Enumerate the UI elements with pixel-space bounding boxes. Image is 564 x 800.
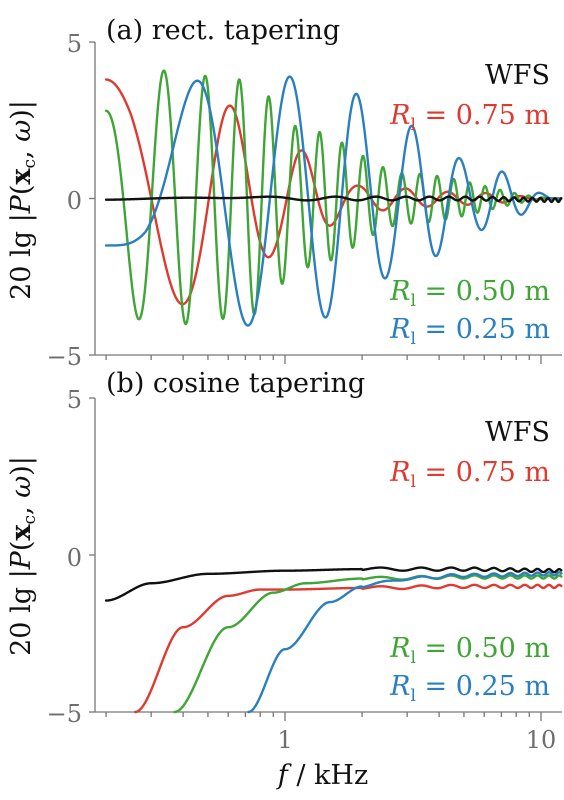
ytick-label-a-5: 5 <box>67 30 82 58</box>
series-line-b-2 <box>173 574 563 714</box>
ylabel-a: 20 lg |P(xc, ω)| <box>6 100 40 300</box>
series-line-a-2 <box>104 69 563 326</box>
label-a-r075: Rl = 0.75 m <box>389 100 550 135</box>
ytick-label-b-neg5: −5 <box>47 700 82 728</box>
ytick-label-b-5: 5 <box>67 386 82 414</box>
ytick-label-a-0: 0 <box>67 187 82 215</box>
series-line-a-3 <box>104 75 563 327</box>
label-b-wfs: WFS <box>485 417 550 448</box>
ylabel-b: 20 lg |P(xc, ω)| <box>6 456 40 656</box>
ytick-label-b-0: 0 <box>67 544 82 572</box>
ticks-a <box>89 41 542 364</box>
xtick-label-1: 1 <box>277 726 292 754</box>
xtick-label-10: 10 <box>526 726 557 754</box>
ticks-b <box>89 397 542 721</box>
curves-a <box>104 69 563 327</box>
panel-a-title: (a) rect. tapering <box>106 15 340 46</box>
panel-a: (a) rect. tapering 5 0 −5 WFS Rl = 0.75 … <box>6 15 563 371</box>
label-a-r025: Rl = 0.25 m <box>389 314 550 349</box>
label-b-r050: Rl = 0.50 m <box>389 633 550 668</box>
ytick-label-a-neg5: −5 <box>47 343 82 371</box>
xlabel: f / kHz <box>276 760 368 791</box>
series-line-a-0 <box>104 195 563 204</box>
series-line-b-0 <box>104 566 563 602</box>
label-a-r050: Rl = 0.50 m <box>389 276 550 311</box>
label-a-wfs: WFS <box>485 60 550 91</box>
series-line-b-3 <box>247 571 563 714</box>
label-b-r075: Rl = 0.75 m <box>389 457 550 492</box>
label-b-r025: Rl = 0.25 m <box>389 671 550 706</box>
panel-b: (b) cosine tapering 5 0 −5 WFS Rl = 0.75… <box>6 368 563 791</box>
curves-b <box>104 566 563 714</box>
series-line-b-1 <box>134 583 563 714</box>
panel-b-title: (b) cosine tapering <box>106 368 365 399</box>
